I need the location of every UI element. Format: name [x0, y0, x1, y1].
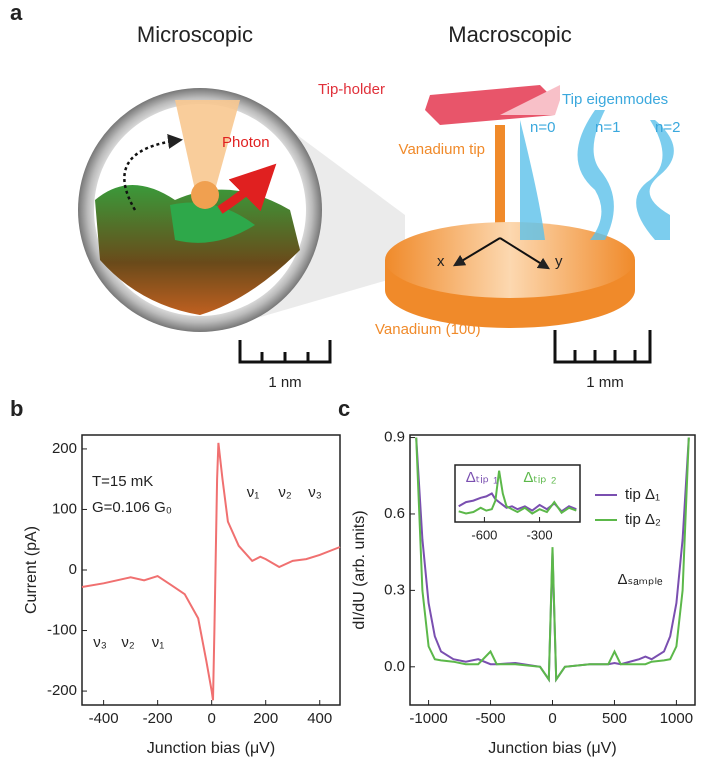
annotation: Δₜᵢₚ ₂ [523, 469, 556, 486]
y-tick-label: 0.9 [384, 429, 405, 446]
legend-label: tip Δ₁ [625, 486, 660, 503]
x-tick-label: 400 [307, 710, 332, 727]
sample-label: Vanadium (100) [375, 321, 481, 338]
annotation: ν₁ [152, 634, 165, 651]
y-tick-label: 0.3 [384, 581, 405, 598]
annotation: T=15 mK [92, 473, 153, 490]
x-tick-label: 0 [548, 710, 556, 727]
x-tick-label: -400 [89, 710, 119, 727]
tip-label: Vanadium tip [399, 141, 485, 158]
panel-label: c [338, 396, 350, 421]
x-tick-label: -500 [476, 710, 506, 727]
mode-label: n=2 [655, 119, 680, 136]
x-tick-label: 200 [253, 710, 278, 727]
scale-label: 1 nm [268, 374, 301, 391]
panel-label: b [10, 396, 23, 421]
y-tick-label: 0 [69, 561, 77, 578]
tip-holder-label: Tip-holder [318, 81, 385, 98]
y-tick-label: 0.6 [384, 505, 405, 522]
eigenmodes-label: Tip eigenmodes [562, 91, 668, 108]
annotation: ν₃ [308, 484, 322, 501]
y-axis-label: dI/dU (arb. units) [351, 510, 368, 629]
x-tick-label: -1000 [409, 710, 447, 727]
mode-label: n=1 [595, 119, 620, 136]
x-tick-label: -200 [143, 710, 173, 727]
x-axis-label: Junction bias (μV) [488, 740, 616, 757]
legend-label: tip Δ₂ [625, 511, 661, 528]
y-tick-label: 200 [52, 440, 77, 457]
x-tick-label: 0 [208, 710, 216, 727]
annotation: ν₃ [93, 634, 107, 651]
x-axis-label: Junction bias (μV) [147, 740, 275, 757]
annotation: ν₂ [121, 634, 135, 651]
axis-label: y [555, 253, 563, 270]
annotation: ν₂ [278, 484, 292, 501]
mode-label: n=0 [530, 119, 555, 136]
x-tick-label: 1000 [660, 710, 693, 727]
annotation: Δₜᵢₚ ₁ [466, 469, 498, 486]
y-tick-label: -200 [47, 682, 77, 699]
y-axis-label: Current (pA) [23, 526, 40, 614]
x-tick-label: -300 [527, 527, 553, 542]
y-tick-label: 0.0 [384, 658, 405, 675]
annotation: G=0.106 G₀ [92, 499, 172, 516]
photon-label: Photon [222, 134, 270, 151]
scale-label: 1 mm [586, 374, 624, 391]
left-title: Microscopic [137, 22, 253, 47]
annotation: Δₛₐₘₚₗₑ [617, 571, 662, 588]
y-tick-label: 100 [52, 500, 77, 517]
x-tick-label: 500 [602, 710, 627, 727]
panel-label: a [10, 0, 23, 25]
annotation: ν₁ [247, 484, 260, 501]
x-tick-label: -600 [471, 527, 497, 542]
axis-label: x [437, 253, 445, 270]
figure: a Microscopic Macroscopic Tip-holder Tip… [0, 0, 706, 766]
right-title: Macroscopic [448, 22, 571, 47]
y-tick-label: -100 [47, 622, 77, 639]
